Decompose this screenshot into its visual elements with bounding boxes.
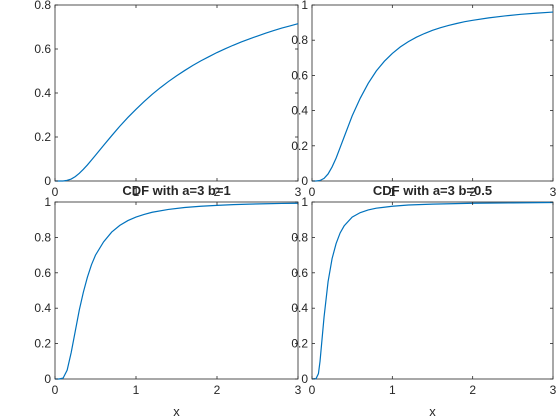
y-tick-label: 0.2 <box>291 139 308 153</box>
cdf-curve <box>311 201 554 380</box>
y-tick-label: 0.2 <box>34 337 51 351</box>
x-tick-label: 2 <box>214 383 221 397</box>
cdf-curve <box>55 23 299 182</box>
x-tick-label: 1 <box>389 185 396 199</box>
axes-box <box>54 4 299 182</box>
y-tick-label: 0.4 <box>291 301 308 315</box>
x-axis-label: x <box>429 404 436 419</box>
cdf-curve <box>55 202 299 380</box>
x-tick-label: 1 <box>133 185 140 199</box>
subplot-2: 0 1 2 300.20.40.60.81 <box>291 0 556 199</box>
x-tick-label: 0 <box>309 383 316 397</box>
cdf-curve <box>312 11 554 182</box>
y-tick-label: 0 <box>44 174 51 188</box>
x-tick-label: 3 <box>295 185 302 199</box>
subplot-3: 0 1 2 300.20.40.60.81 CDF with a=3 b=1 x <box>34 183 301 419</box>
y-tick-label: 0 <box>301 372 308 386</box>
chart-title: CDF with a=3 b=1 <box>122 183 230 198</box>
y-tick-label: 0.6 <box>34 42 51 56</box>
y-tick-label: 0.8 <box>291 230 308 244</box>
x-tick-label: 0 <box>52 185 59 199</box>
x-tick-label: 2 <box>469 185 476 199</box>
axes-box <box>54 201 299 380</box>
axes-box <box>311 4 554 182</box>
subplot-1: 0 1 2 3 0 0.2 0.4 0.6 0.8 <box>34 0 301 199</box>
y-tick-label: 0 <box>44 372 51 386</box>
y-tick-label: 0.4 <box>291 104 308 118</box>
chart-title: CDF with a=3 b=0.5 <box>373 183 492 198</box>
y-tick-label: 0.8 <box>291 33 308 47</box>
x-tick-label: 3 <box>550 185 557 199</box>
axes-box <box>311 201 554 380</box>
y-tick-label: 1 <box>301 195 308 209</box>
y-tick-label: 0.2 <box>291 337 308 351</box>
y-tick-label: 0 <box>301 174 308 188</box>
y-tick-label: 0.4 <box>34 301 51 315</box>
y-tick-label: 0.6 <box>34 266 51 280</box>
y-tick-label: 0.4 <box>34 86 51 100</box>
x-tick-label: 0 <box>309 185 316 199</box>
y-tick-label: 1 <box>301 0 308 12</box>
x-axis-label: x <box>173 404 180 419</box>
y-tick-label: 0.8 <box>34 230 51 244</box>
x-tick-label: 0 <box>52 383 59 397</box>
x-tick-label: 2 <box>469 383 476 397</box>
x-tick-label: 2 <box>214 185 221 199</box>
y-tick-label: 1 <box>44 195 51 209</box>
y-tick-label: 0.8 <box>34 0 51 12</box>
x-tick-label: 3 <box>550 383 557 397</box>
x-tick-label: 1 <box>389 383 396 397</box>
x-tick-label: 3 <box>295 383 302 397</box>
subplot-4: 0 1 2 300.20.40.60.81 CDF with a=3 b=0.5 x <box>291 183 556 419</box>
x-tick-label: 1 <box>133 383 140 397</box>
y-tick-label: 0.2 <box>34 130 51 144</box>
y-tick-label: 0.6 <box>291 68 308 82</box>
y-tick-label: 0.6 <box>291 266 308 280</box>
